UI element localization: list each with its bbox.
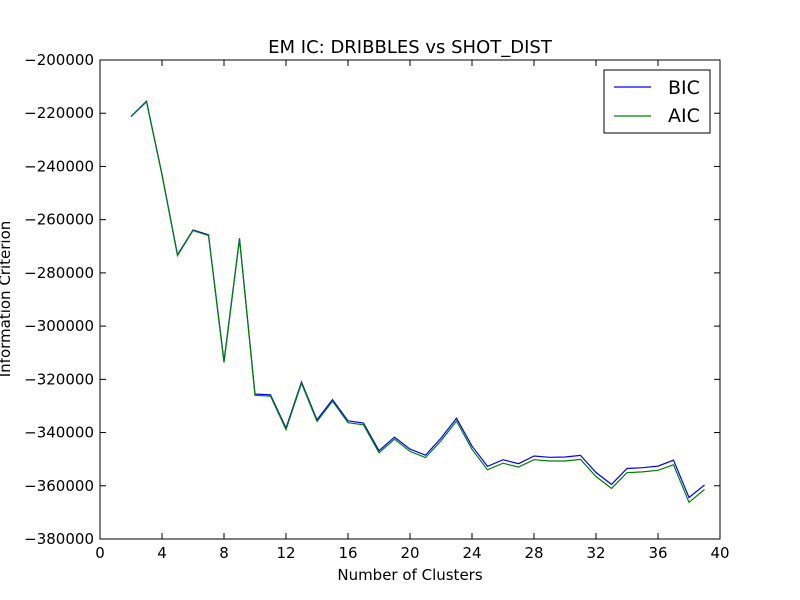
x-tick-label: 12 (276, 544, 295, 562)
x-tick-label: 32 (586, 544, 605, 562)
x-tick-label: 4 (157, 544, 167, 562)
chart-title: EM IC: DRIBBLES vs SHOT_DIST (268, 37, 553, 58)
y-tick-label: −260000 (24, 211, 94, 229)
x-tick-label: 8 (219, 544, 229, 562)
y-tick-label: −360000 (24, 477, 94, 495)
legend: BIC AIC (603, 69, 711, 134)
x-tick-label: 28 (524, 544, 543, 562)
legend-label-aic: AIC (668, 105, 700, 127)
y-tick-label: −200000 (24, 51, 94, 69)
y-tick-label: −320000 (24, 370, 94, 388)
ticks-layer: 0 4 8 12 16 20 24 28 32 36 40 −200000 −220000 −240000… (24, 51, 729, 562)
x-tick-label: 40 (710, 544, 729, 562)
y-tick-label: −240000 (24, 157, 94, 175)
series-line-aic (130, 100, 705, 504)
plot-area (100, 60, 720, 539)
plot-frame (99, 59, 721, 540)
x-tick-label: 0 (95, 544, 105, 562)
x-axis-title: Number of Clusters (337, 566, 482, 584)
y-tick-label: −300000 (24, 317, 94, 335)
x-tick-label: 20 (400, 544, 419, 562)
x-tick-label: 24 (462, 544, 481, 562)
series-layer (130, 100, 705, 504)
y-tick-label: −280000 (24, 264, 94, 282)
x-tick-label: 16 (338, 544, 357, 562)
y-tick-label: −380000 (24, 530, 94, 548)
y-axis-title: Information Criterion (0, 221, 14, 378)
y-tick-label: −220000 (24, 104, 94, 122)
y-tick-label: −340000 (24, 424, 94, 442)
legend-box (603, 69, 711, 134)
legend-label-bic: BIC (668, 77, 700, 99)
x-tick-label: 36 (648, 544, 667, 562)
